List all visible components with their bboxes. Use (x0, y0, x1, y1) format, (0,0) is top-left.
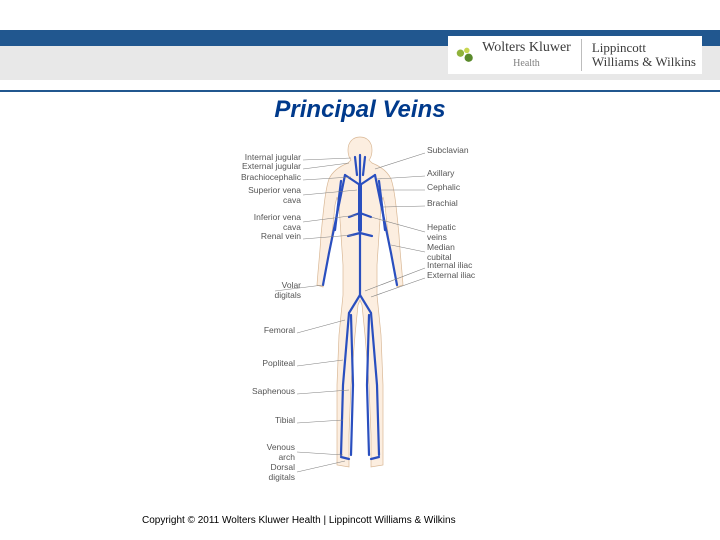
header-underline (0, 90, 720, 92)
brand-wk-name: Wolters Kluwer (482, 41, 571, 56)
vein-label: External jugular (242, 161, 301, 171)
vein-label: Saphenous (252, 386, 295, 396)
brand-divider (581, 39, 582, 71)
copyright-text: Copyright © 2011 Wolters Kluwer Health |… (142, 515, 456, 526)
vein-label: Volardigitals (275, 280, 301, 300)
vein-label: Subclavian (427, 145, 469, 155)
vein-label: Femoral (264, 325, 295, 335)
logo-bar: Wolters Kluwer Health Lippincott William… (448, 36, 702, 74)
page-title: Principal Veins (0, 96, 720, 124)
vein-label: Superior venacava (248, 185, 301, 205)
vein-label: Hepaticveins (427, 222, 456, 242)
brand-wk: Wolters Kluwer Health (482, 41, 571, 69)
vein-label: Cephalic (427, 182, 460, 192)
vein-label: Brachiocephalic (241, 172, 301, 182)
brand-wk-sub: Health (482, 58, 571, 69)
vein-label: Tibial (275, 415, 295, 425)
vein-label: Dorsaldigitals (269, 462, 295, 482)
vein-label: Popliteal (262, 358, 295, 368)
vein-label: Axillary (427, 168, 454, 178)
vein-label: Inferior venacava (254, 212, 301, 232)
vein-label: Brachial (427, 198, 458, 208)
wk-leaf-icon (454, 44, 476, 66)
brand-lww-line1: Lippincott (592, 41, 696, 55)
vein-label: Venousarch (267, 442, 295, 462)
anatomy-figure: Internal jugularExternal jugularBrachioc… (225, 135, 495, 485)
vein-label: External iliac (427, 270, 475, 280)
brand-lww-line2: Williams & Wilkins (592, 55, 696, 69)
vein-label: Renal vein (261, 231, 301, 241)
brand-lww: Lippincott Williams & Wilkins (592, 41, 696, 70)
vein-label: Internal iliac (427, 260, 472, 270)
